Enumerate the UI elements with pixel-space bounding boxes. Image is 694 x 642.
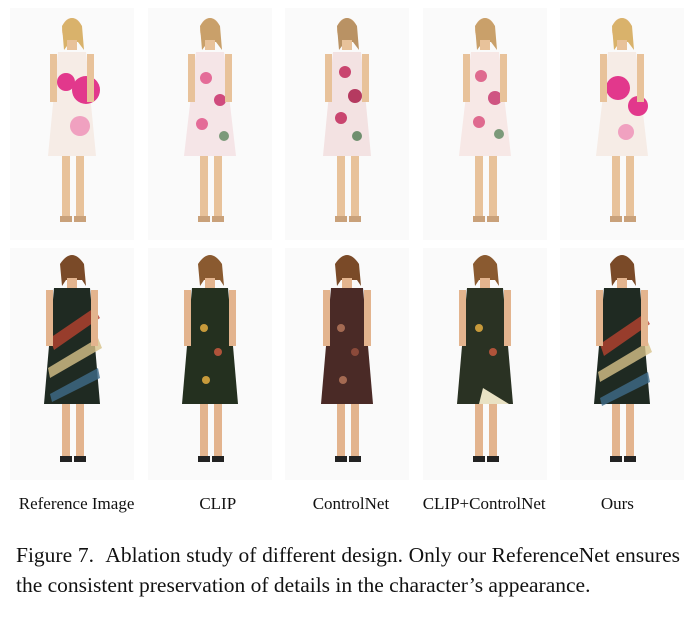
column-label: Ours <box>600 494 634 513</box>
image-clip-controlnet-wrap <box>422 248 547 480</box>
woman-floral-dress-icon <box>422 8 547 240</box>
column-label: CLIP+ControlNet <box>422 494 546 513</box>
image-controlnet-wrap <box>285 248 409 480</box>
woman-wrap-dress-icon <box>422 248 547 480</box>
caption-label: Figure 7. <box>16 543 94 567</box>
image-controlnet-floral <box>285 8 409 240</box>
column-labels: Reference Image CLIP ControlNet CLIP+Con… <box>10 494 684 514</box>
woman-floral-dress-icon <box>147 8 272 240</box>
image-clip-floral <box>147 8 272 240</box>
image-reference-wrap <box>10 248 134 480</box>
figure-caption: Figure 7. Ablation study of different de… <box>16 540 680 600</box>
row-floral <box>10 8 684 248</box>
woman-floral-dress-icon <box>285 8 409 240</box>
row-wrap <box>10 248 684 488</box>
image-ours-floral <box>560 8 684 240</box>
woman-floral-dress-icon <box>560 8 684 240</box>
image-clip-wrap <box>147 248 272 480</box>
column-label: Reference Image <box>18 494 135 513</box>
woman-wrap-dress-icon <box>285 248 409 480</box>
figure-grid <box>10 8 684 488</box>
column-label: ControlNet <box>312 494 390 513</box>
woman-wrap-dress-icon <box>560 248 684 480</box>
image-reference-floral <box>10 8 134 240</box>
column-label: CLIP <box>199 494 237 513</box>
image-ours-wrap <box>560 248 684 480</box>
woman-floral-dress-icon <box>10 8 134 240</box>
woman-wrap-dress-icon <box>10 248 134 480</box>
caption-text: Ablation study of different design. Only… <box>16 543 680 597</box>
woman-wrap-dress-icon <box>147 248 272 480</box>
image-clip-controlnet-floral <box>422 8 547 240</box>
